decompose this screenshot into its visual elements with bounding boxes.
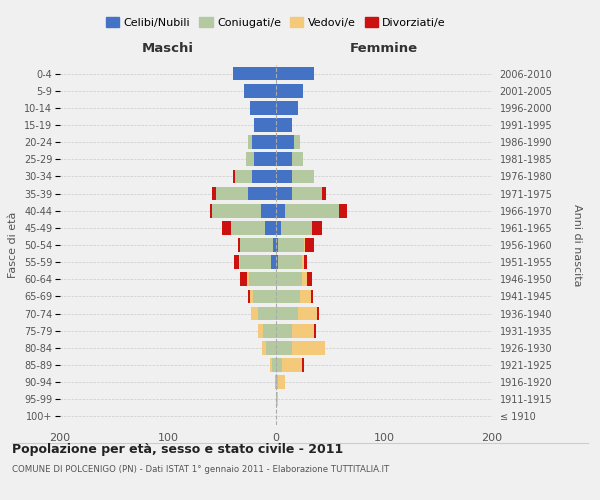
- Bar: [272, 358, 276, 372]
- Bar: [276, 272, 302, 286]
- Bar: [302, 256, 304, 269]
- Text: COMUNE DI POLCENIGO (PN) - Dati ISTAT 1° gennaio 2011 - Elaborazione TUTTITALIA.: COMUNE DI POLCENIGO (PN) - Dati ISTAT 1°…: [12, 466, 389, 474]
- Bar: [298, 306, 317, 320]
- Bar: [311, 290, 313, 304]
- Bar: [248, 136, 252, 149]
- Bar: [278, 238, 304, 252]
- Bar: [233, 66, 276, 80]
- Bar: [241, 272, 247, 286]
- Bar: [317, 306, 319, 320]
- Bar: [263, 324, 276, 338]
- Bar: [254, 152, 276, 166]
- Bar: [304, 256, 307, 269]
- Bar: [302, 272, 307, 286]
- Bar: [307, 272, 311, 286]
- Text: Maschi: Maschi: [142, 42, 194, 54]
- Bar: [266, 341, 276, 354]
- Bar: [276, 66, 314, 80]
- Bar: [265, 221, 276, 234]
- Bar: [250, 290, 253, 304]
- Bar: [304, 238, 305, 252]
- Bar: [276, 101, 298, 114]
- Bar: [276, 170, 292, 183]
- Bar: [276, 186, 292, 200]
- Bar: [249, 272, 276, 286]
- Bar: [212, 204, 261, 218]
- Bar: [284, 204, 338, 218]
- Bar: [276, 118, 292, 132]
- Bar: [276, 358, 283, 372]
- Bar: [230, 221, 265, 234]
- Bar: [276, 290, 300, 304]
- Y-axis label: Anni di nascita: Anni di nascita: [572, 204, 582, 286]
- Bar: [292, 170, 314, 183]
- Bar: [275, 376, 276, 389]
- Bar: [322, 186, 326, 200]
- Bar: [276, 341, 292, 354]
- Bar: [252, 170, 276, 183]
- Bar: [252, 136, 276, 149]
- Bar: [281, 221, 311, 234]
- Bar: [241, 238, 273, 252]
- Bar: [244, 84, 276, 98]
- Bar: [277, 392, 278, 406]
- Bar: [254, 118, 276, 132]
- Bar: [276, 204, 284, 218]
- Text: Femmine: Femmine: [350, 42, 418, 54]
- Bar: [273, 238, 276, 252]
- Bar: [250, 101, 276, 114]
- Bar: [276, 136, 295, 149]
- Bar: [314, 324, 316, 338]
- Bar: [283, 358, 302, 372]
- Bar: [269, 358, 272, 372]
- Bar: [248, 290, 250, 304]
- Bar: [234, 256, 239, 269]
- Bar: [238, 238, 241, 252]
- Bar: [276, 392, 277, 406]
- Bar: [239, 256, 241, 269]
- Bar: [302, 358, 304, 372]
- Bar: [292, 324, 314, 338]
- Bar: [251, 306, 257, 320]
- Bar: [276, 238, 278, 252]
- Bar: [257, 306, 276, 320]
- Bar: [261, 204, 276, 218]
- Y-axis label: Fasce di età: Fasce di età: [8, 212, 19, 278]
- Bar: [338, 204, 347, 218]
- Bar: [278, 376, 284, 389]
- Bar: [276, 256, 278, 269]
- Bar: [262, 341, 266, 354]
- Bar: [292, 186, 322, 200]
- Bar: [235, 170, 252, 183]
- Bar: [212, 186, 215, 200]
- Bar: [276, 152, 292, 166]
- Bar: [292, 341, 325, 354]
- Bar: [278, 256, 302, 269]
- Bar: [222, 221, 230, 234]
- Bar: [311, 221, 322, 234]
- Text: Popolazione per età, sesso e stato civile - 2011: Popolazione per età, sesso e stato civil…: [12, 442, 343, 456]
- Bar: [295, 136, 300, 149]
- Bar: [215, 186, 248, 200]
- Bar: [276, 324, 292, 338]
- Bar: [241, 256, 271, 269]
- Bar: [276, 376, 278, 389]
- Bar: [292, 152, 303, 166]
- Bar: [253, 290, 276, 304]
- Bar: [300, 290, 311, 304]
- Bar: [305, 238, 314, 252]
- Bar: [276, 306, 298, 320]
- Bar: [257, 324, 263, 338]
- Bar: [271, 256, 276, 269]
- Bar: [248, 186, 276, 200]
- Bar: [210, 204, 212, 218]
- Bar: [246, 152, 254, 166]
- Bar: [276, 84, 303, 98]
- Bar: [247, 272, 249, 286]
- Legend: Celibi/Nubili, Coniugati/e, Vedovi/e, Divorziati/e: Celibi/Nubili, Coniugati/e, Vedovi/e, Di…: [101, 13, 451, 32]
- Bar: [233, 170, 235, 183]
- Bar: [276, 221, 281, 234]
